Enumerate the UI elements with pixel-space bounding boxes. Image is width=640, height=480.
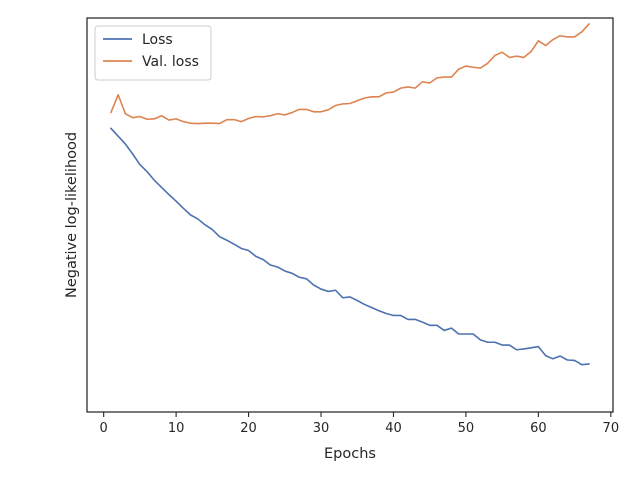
series-layer <box>110 23 590 366</box>
ticks-layer: 0 10 20 30 40 50 60 70 <box>100 412 620 436</box>
x-tick-label: 30 <box>313 421 330 436</box>
x-tick-label: 40 <box>385 421 402 436</box>
series-line-1 <box>110 23 590 125</box>
legend-label-0: Loss <box>142 32 173 48</box>
y-axis-label: Negative log-likelihood <box>64 132 80 298</box>
legend-label-1: Val. loss <box>142 54 199 70</box>
legend: Loss Val. loss <box>94 25 212 81</box>
axes-frame <box>86 17 614 413</box>
x-tick-label: 60 <box>530 421 547 436</box>
series-line-0 <box>110 127 590 366</box>
plot-area <box>87 18 613 412</box>
x-tick-label: 0 <box>100 421 108 436</box>
plot-background <box>87 18 613 412</box>
x-tick-label: 50 <box>458 421 475 436</box>
x-tick-label: 20 <box>240 421 257 436</box>
x-tick-label: 70 <box>603 421 620 436</box>
x-axis-label: Epochs <box>324 446 376 462</box>
x-tick-label: 10 <box>168 421 185 436</box>
